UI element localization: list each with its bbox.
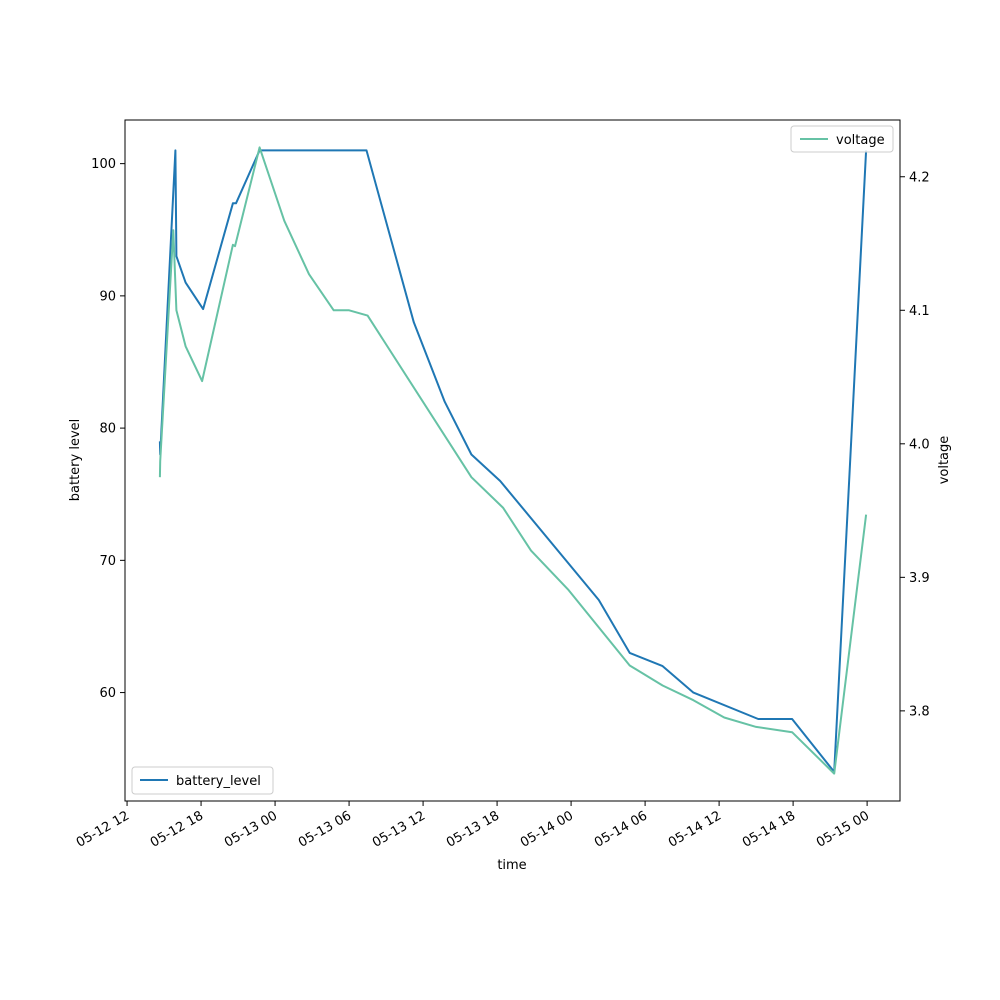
legend-label-voltage: voltage [836, 133, 885, 148]
series-line-voltage [158, 146, 868, 775]
y-ticks-right: 3.8 3.9 4.0 4.1 4.2 [900, 170, 930, 719]
plot-area-frame [124, 119, 901, 802]
series-lines [158, 146, 868, 775]
y-tick-label-right: 4.2 [909, 170, 930, 185]
series-line-battery-level [158, 149, 868, 773]
y-tick-label-right: 3.9 [909, 571, 930, 586]
legend-battery-level: battery_level [131, 766, 274, 795]
y-tick-label-left: 60 [99, 686, 116, 701]
y-tick-label-right: 4.1 [909, 304, 930, 319]
y-tick-label-left: 80 [99, 422, 116, 437]
y-tick-label-left: 70 [99, 554, 116, 569]
legend-box [790, 125, 894, 153]
y-axis-label-right: voltage [937, 436, 952, 485]
y-tick-label-left: 90 [99, 289, 116, 304]
y-tick-label-left: 100 [91, 157, 116, 172]
y-tick-label-right: 4.0 [909, 437, 930, 452]
legend-voltage: voltage [790, 125, 894, 153]
legend-box [131, 766, 274, 795]
y-axis-label-left: battery level [68, 419, 83, 502]
y-ticks-left: 60 70 80 90 100 [91, 157, 125, 701]
x-axis-label: time [497, 858, 526, 873]
y-tick-label-right: 3.8 [909, 704, 930, 719]
legend-label-battery-level: battery_level [176, 774, 261, 789]
